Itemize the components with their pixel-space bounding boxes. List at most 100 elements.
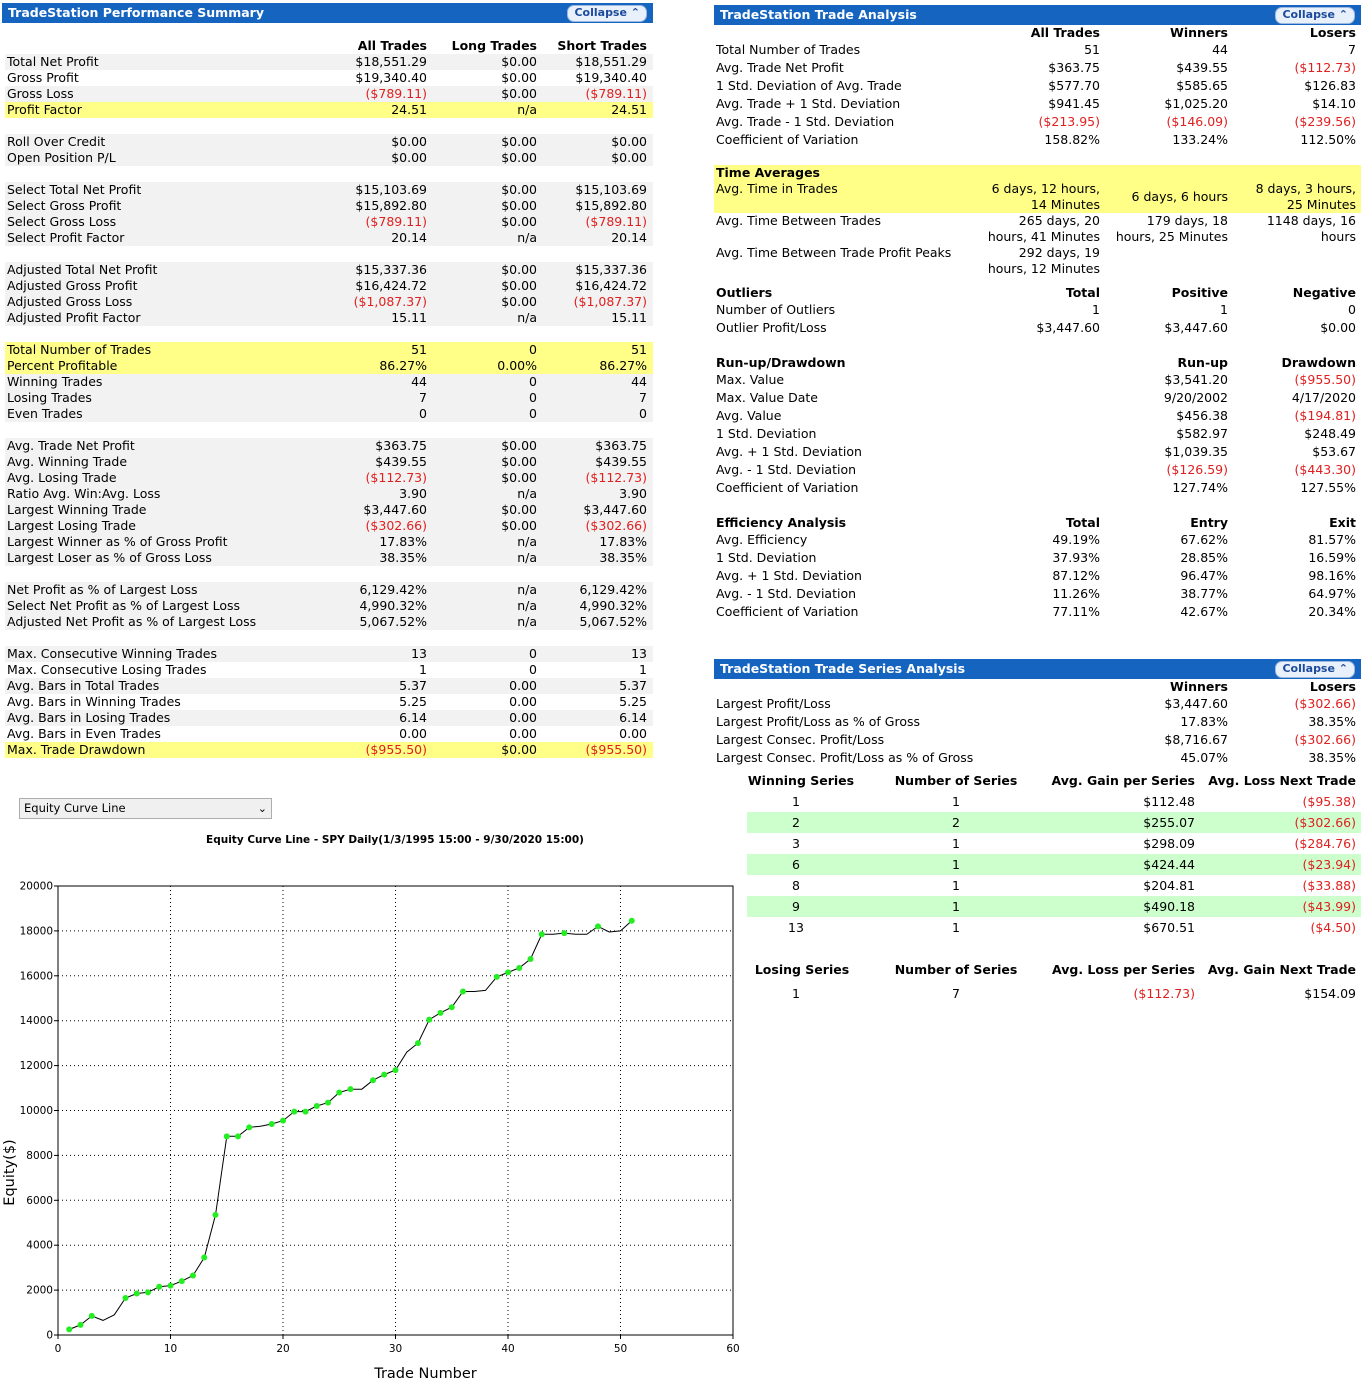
perf-row-value: 5.25 xyxy=(399,694,427,709)
winning-series-column-header: Number of Series xyxy=(894,773,1018,788)
trade-row-label: Outlier Profit/Loss xyxy=(716,320,827,335)
trade-collapse-button[interactable]: Collapse ⌃ xyxy=(1275,7,1355,24)
perf-row-label: Open Position P/L xyxy=(7,150,116,165)
perf-row: Select Gross Loss ($789.11) $0.00 ($789.11) xyxy=(5,214,653,230)
time-average-row: Avg. Time Between Trades 265 days, 20 hour… xyxy=(714,213,1361,245)
perf-row-value: $0.00 xyxy=(391,134,427,149)
equity-point xyxy=(505,969,511,976)
time-average-line: 25 Minutes xyxy=(1286,197,1356,212)
perf-row-value: 5.37 xyxy=(399,678,427,693)
perf-row: Open Position P/L $0.00 $0.00 $0.00 xyxy=(5,150,653,166)
perf-row: Largest Winner as % of Gross Profit 17.83… xyxy=(5,534,653,550)
perf-row xyxy=(5,566,653,582)
series-collapse-button[interactable]: Collapse ⌃ xyxy=(1275,661,1355,678)
trade-row-value: ($213.95) xyxy=(1038,114,1100,129)
trade-section-title: Run-up/Drawdown xyxy=(716,355,846,370)
perf-row-value: 0 xyxy=(529,646,537,661)
equity-point xyxy=(156,1283,163,1290)
perf-row-value: 6.14 xyxy=(399,710,427,725)
equity-point xyxy=(246,1124,253,1131)
perf-row-label: Adjusted Profit Factor xyxy=(7,310,141,325)
equity-point xyxy=(66,1326,73,1333)
perf-row: Largest Winning Trade $3,447.60 $0.00 $3,44… xyxy=(5,502,653,518)
trade-section-header: All Trades Winners Losers xyxy=(714,25,1361,41)
time-average-value: 8 days, 3 hours, 25 Minutes xyxy=(1236,181,1356,213)
perf-row-label: Select Profit Factor xyxy=(7,230,125,245)
perf-row-value: 15.11 xyxy=(391,310,427,325)
perf-row: Largest Losing Trade ($302.66) $0.00 ($302.… xyxy=(5,518,653,534)
perf-row-label: Adjusted Total Net Profit xyxy=(7,262,158,277)
trade-row-label: Avg. Efficiency xyxy=(716,532,808,547)
losing-series-column-header: Number of Series xyxy=(894,962,1018,977)
equity-point xyxy=(190,1272,196,1279)
perf-row-value: 0.00 xyxy=(509,710,537,725)
perf-row-value: 7 xyxy=(419,390,427,405)
time-average-value: 6 days, 6 hours xyxy=(1108,181,1228,205)
perf-row: Avg. Bars in Winning Trades 5.25 0.00 5.25 xyxy=(5,694,653,710)
chart-type-select[interactable]: Equity Curve Line ⌄ xyxy=(19,798,272,819)
perf-row-value: $16,424.72 xyxy=(575,278,647,293)
x-tick-label: 60 xyxy=(726,1343,739,1355)
perf-row: Even Trades 0 0 0 xyxy=(5,406,653,422)
perf-row-value: $15,103.69 xyxy=(575,182,647,197)
trade-analysis-header: TradeStation Trade Analysis Collapse ⌃ xyxy=(714,5,1361,25)
winning-series-cell: $490.18 xyxy=(1143,899,1195,914)
time-average-line: hours xyxy=(1320,229,1356,244)
perf-row-value: 13 xyxy=(411,646,427,661)
perf-row: Adjusted Total Net Profit $15,337.36 $0.00… xyxy=(5,262,653,278)
y-tick-label: 6000 xyxy=(26,1195,53,1207)
trade-row-value: 51 xyxy=(1084,42,1100,57)
perf-row-value: $15,337.36 xyxy=(575,262,647,277)
winning-series-row: 2 2 $255.07 ($302.66) xyxy=(747,812,1361,833)
perf-row xyxy=(5,422,653,438)
trade-column-header: Entry xyxy=(1190,515,1228,530)
trade-row-value: 127.55% xyxy=(1300,480,1356,495)
perf-row-value: 0 xyxy=(419,406,427,421)
time-average-row: Avg. Time in Trades 6 days, 12 hours, 14 M… xyxy=(714,181,1361,213)
losing-series-column-header: Losing Series xyxy=(754,962,850,977)
trade-row-value: $1,039.35 xyxy=(1164,444,1228,459)
perf-row-value: n/a xyxy=(517,598,537,613)
perf-row-value: $3,447.60 xyxy=(363,502,427,517)
perf-row: Adjusted Profit Factor 15.11 n/a 15.11 xyxy=(5,310,653,326)
perf-row: Profit Factor 24.51 n/a 24.51 xyxy=(5,102,653,118)
perf-row-value: ($112.73) xyxy=(585,470,647,485)
trade-row: Avg. - 1 Std. Deviation ($126.59) ($443.30… xyxy=(714,461,1361,479)
perf-collapse-button[interactable]: Collapse ⌃ xyxy=(567,5,647,22)
winning-series-cell: ($23.94) xyxy=(1302,857,1357,872)
series-row-value: ($302.66) xyxy=(1294,732,1356,747)
equity-point xyxy=(223,1133,230,1140)
perf-row-value: n/a xyxy=(517,550,537,565)
winning-series-cell: ($4.50) xyxy=(1310,920,1356,935)
equity-point xyxy=(493,973,500,980)
perf-row-value: $0.00 xyxy=(501,134,537,149)
trade-row-label: Avg. Trade - 1 Std. Deviation xyxy=(716,114,895,129)
trade-row: 1 Std. Deviation 37.93% 28.85% 16.59% xyxy=(714,549,1361,567)
perf-row xyxy=(5,246,653,262)
time-average-line: hours, 12 Minutes xyxy=(987,261,1100,276)
equity-point xyxy=(561,930,568,937)
perf-row-value: ($789.11) xyxy=(365,86,427,101)
winning-series-header: Winning Series Number of Series Avg. Gain … xyxy=(714,771,1361,791)
trade-row-label: Avg. + 1 Std. Deviation xyxy=(716,444,862,459)
perf-row-value: n/a xyxy=(517,582,537,597)
winning-series-row: 3 1 $298.09 ($284.76) xyxy=(747,833,1361,854)
time-average-line: 6 days, 6 hours xyxy=(1131,189,1228,204)
perf-row xyxy=(5,118,653,134)
equity-point xyxy=(437,1009,444,1016)
perf-row-value: $0.00 xyxy=(501,438,537,453)
perf-row-value: $0.00 xyxy=(501,214,537,229)
perf-row-value: ($302.66) xyxy=(585,518,647,533)
trade-row-value: 11.26% xyxy=(1052,586,1100,601)
equity-point xyxy=(178,1278,185,1285)
trade-row-value: 20.34% xyxy=(1308,604,1356,619)
trade-row-value: 112.50% xyxy=(1300,132,1356,147)
perf-row-value: 20.14 xyxy=(611,230,647,245)
trade-row-label: Coefficient of Variation xyxy=(716,480,859,495)
equity-point xyxy=(145,1289,151,1296)
winning-series-cell: ($33.88) xyxy=(1302,878,1357,893)
perf-row-value: 86.27% xyxy=(379,358,427,373)
perf-row-value: 3.90 xyxy=(619,486,647,501)
trade-column-header: Run-up xyxy=(1177,355,1228,370)
trade-row-label: 1 Std. Deviation xyxy=(716,426,817,441)
